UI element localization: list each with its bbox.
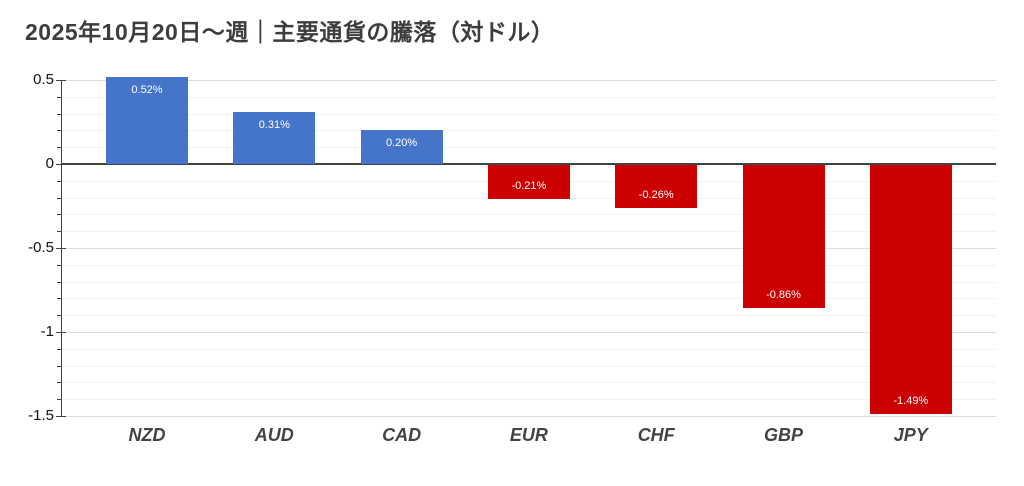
y-tick-minor — [57, 180, 61, 182]
x-axis-label-gbp: GBP — [763, 425, 803, 445]
chart-title: 2025年10月20日〜週｜主要通貨の騰落（対ドル） — [25, 19, 555, 45]
gridline-major — [62, 332, 996, 333]
x-axis-label-jpy: JPY — [893, 425, 928, 445]
y-tick-minor — [57, 348, 61, 350]
gridline-major — [62, 248, 996, 249]
bar-nzd: 0.52% — [106, 76, 188, 164]
gridline-minor — [62, 264, 996, 266]
y-tick-minor — [57, 197, 61, 199]
y-tick-minor — [57, 113, 61, 115]
bar-chf: -0.26% — [615, 165, 698, 208]
bar-value-label: -0.26% — [638, 188, 674, 201]
bar-gbp: -0.86% — [742, 165, 825, 309]
y-tick-minor — [57, 147, 61, 149]
y-tick-minor — [57, 96, 61, 98]
y-tick-minor — [57, 382, 61, 384]
zero-line — [62, 163, 996, 165]
y-tick-label: 0.5 — [33, 71, 54, 88]
gridline-major — [62, 80, 996, 81]
y-tick-minor — [57, 281, 61, 283]
y-tick-major — [56, 416, 66, 417]
gridline-major — [62, 416, 996, 417]
x-axis-label-eur: EUR — [509, 425, 548, 445]
plot-area: 0.52% 0.31% 0.20% -0.21% -0.26% -0.86% -1.49% — [56, 72, 996, 418]
y-tick-minor — [57, 231, 61, 233]
y-tick-minor — [57, 315, 61, 317]
gridline-minor — [62, 399, 996, 401]
bar-value-label: -0.86% — [766, 289, 801, 302]
x-axis-label-aud: AUD — [254, 425, 294, 445]
x-axis-label-nzd: NZD — [128, 425, 166, 445]
gridline-minor — [62, 315, 996, 317]
y-tick-minor — [57, 399, 61, 401]
y-tick-minor — [57, 365, 61, 367]
x-axis-label-chf: CHF — [637, 425, 675, 445]
y-tick-minor — [57, 214, 61, 216]
y-tick-label: -0.5 — [28, 239, 54, 256]
y-tick-label: -1 — [40, 323, 54, 340]
gridline-minor — [62, 348, 996, 350]
gridline-minor — [62, 298, 996, 300]
gridline-minor — [62, 130, 996, 132]
y-tick-label: 0 — [45, 155, 54, 172]
y-tick-minor — [57, 298, 61, 300]
gridline-minor — [62, 231, 996, 233]
gridline-minor — [62, 382, 996, 384]
gridline-minor — [62, 147, 996, 149]
y-axis-line — [61, 80, 62, 416]
bar-aud: 0.31% — [233, 111, 316, 164]
bar-value-label: 0.52% — [131, 83, 163, 96]
bar-eur: -0.21% — [487, 165, 570, 200]
x-axis-label-cad: CAD — [382, 425, 422, 445]
gridline-minor — [62, 214, 996, 216]
bar-value-label: 0.20% — [385, 137, 418, 150]
bar-cad: 0.20% — [360, 130, 443, 164]
y-tick-label: -1.5 — [28, 407, 54, 424]
gridline-minor — [62, 113, 996, 115]
y-tick-minor — [57, 264, 61, 266]
bar-value-label: -1.49% — [893, 395, 929, 408]
y-tick-minor — [57, 130, 61, 132]
gridline-minor — [62, 96, 996, 98]
bar-jpy: -1.49% — [869, 165, 952, 415]
bar-value-label: -0.21% — [511, 180, 547, 193]
bar-value-label: 0.31% — [258, 118, 290, 131]
gridline-minor — [62, 365, 996, 367]
gridline-minor — [62, 281, 996, 283]
